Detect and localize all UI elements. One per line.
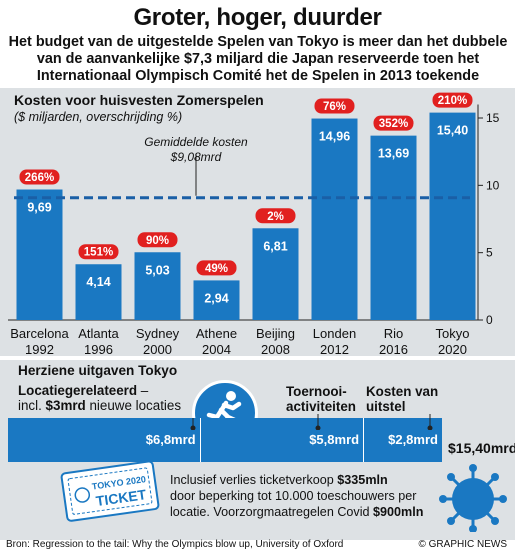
toernooi-line1: Toernooi- [286, 384, 347, 399]
note-line3-bold: $900mln [373, 505, 424, 519]
bar-value-label: 2,94 [204, 291, 228, 305]
overrun-badge [255, 208, 296, 224]
overrun-label: 210% [438, 95, 467, 107]
x-tick-year: 2000 [143, 342, 172, 357]
x-tick-year: 2008 [261, 342, 290, 357]
chart-subtitle: ($ miljarden, overschrijding %) [14, 110, 183, 124]
revised-heading: Herziene uitgaven Tokyo [18, 363, 178, 378]
x-tick-city: Sydney [136, 326, 180, 341]
x-tick-city: Londen [313, 326, 356, 341]
locatie-title: Locatiegerelateerd [18, 383, 138, 398]
overrun-label: 90% [146, 235, 169, 247]
overrun-badge [196, 260, 237, 276]
overrun-badge [137, 232, 178, 248]
overrun-label: 2% [267, 211, 284, 223]
toernooi-line2: activiteiten [286, 399, 356, 414]
ticket-word: TICKET [95, 486, 148, 509]
note-line1-pre: Inclusief verlies ticketverkoop [170, 473, 338, 487]
bar-value-label: 15,40 [437, 124, 468, 138]
overrun-label: 49% [205, 263, 228, 275]
bar-value-label: 9,69 [27, 201, 51, 215]
locatie-label: Locatiegerelateerd – incl. $3mrd nieuwe … [18, 383, 181, 413]
x-tick-year: 2004 [202, 342, 231, 357]
segment-value: $5,8mrd [309, 432, 360, 447]
bar [193, 280, 240, 320]
label-connectors [190, 414, 433, 430]
y-tick-label: 10 [486, 178, 500, 192]
overrun-badge [314, 98, 355, 114]
segment-divider [363, 418, 365, 462]
x-tick-year: 1996 [84, 342, 113, 357]
note-line1-bold: $335mln [337, 473, 388, 487]
toernooi-label: Toernooi- activiteiten [286, 384, 356, 414]
bar [311, 118, 358, 320]
page-title: Groter, hoger, duurder [133, 4, 382, 31]
bar [429, 112, 476, 320]
bar-value-label: 14,96 [319, 130, 350, 144]
locatie-rest: – [137, 383, 149, 398]
chart-title: Kosten voor huisvesten Zomerspelen [14, 92, 264, 108]
average-label-line2: $9,08mrd [170, 150, 222, 164]
overrun-label: 352% [379, 118, 408, 130]
locatie-line2-pre: incl. [18, 398, 46, 413]
average-label-line1: Gemiddelde kosten [144, 135, 248, 149]
x-tick-year: 2016 [379, 342, 408, 357]
segment-value: $6,8mrd [145, 432, 196, 447]
overrun-label: 151% [84, 247, 113, 259]
budget-segment: $6,8mrd [8, 418, 200, 462]
x-tick-city: Atlanta [78, 326, 119, 341]
bar-value-label: 5,03 [145, 263, 169, 277]
y-tick-label: 15 [486, 111, 500, 125]
note-line2: door beperking tot 10.000 toeschouwers p… [170, 489, 417, 503]
locatie-line2-bold: $3mrd [45, 398, 86, 413]
credit: © GRAPHIC NEWS [418, 539, 508, 550]
x-tick-year: 2012 [320, 342, 349, 357]
overrun-badge [19, 169, 60, 185]
uitstel-label: Kosten van uitstel [366, 384, 438, 414]
bar [252, 228, 299, 320]
uitstel-line2: uitstel [366, 399, 406, 414]
overrun-badge [432, 92, 473, 108]
x-tick-city: Tokyo [436, 326, 470, 341]
overrun-badge [373, 115, 414, 131]
x-tick-year: 2020 [438, 342, 467, 357]
bar-value-label: 6,81 [263, 239, 287, 253]
average-label: Gemiddelde kosten $9,08mrd [136, 135, 256, 165]
note-line3-pre: locatie. Voorzorgmaatregelen Covid [170, 505, 374, 519]
segment-value: $2,8mrd [388, 432, 438, 447]
overrun-label: 76% [323, 101, 346, 113]
overrun-badge [78, 244, 119, 260]
page-subtitle: Het budget van de uitgestelde Spelen van… [8, 34, 508, 84]
x-tick-city: Barcelona [10, 326, 69, 341]
bar [16, 189, 63, 320]
x-tick-city: Beijing [256, 326, 295, 341]
budget-segment: $2,8mrd [363, 418, 442, 462]
y-tick-label: 0 [486, 313, 493, 327]
source-note: Bron: Regression to the tail: Why the Ol… [6, 539, 344, 550]
segment-divider [199, 418, 201, 462]
x-tick-year: 1992 [25, 342, 54, 357]
ticket-icon: TOKYO 2020 TICKET [60, 460, 160, 522]
y-tick-label: 5 [486, 246, 493, 260]
x-tick-city: Athene [196, 326, 237, 341]
revised-note: Inclusief verlies ticketverkoop $335mln … [170, 472, 440, 520]
bar-value-label: 4,14 [86, 275, 110, 289]
virus-icon [439, 464, 507, 532]
locatie-line2-post: nieuwe locaties [85, 398, 182, 413]
x-tick-city: Rio [384, 326, 404, 341]
bar [134, 252, 181, 320]
bar [75, 264, 122, 320]
uitstel-line1: Kosten van [366, 384, 439, 399]
bar [370, 135, 417, 320]
total-value: $15,40mrd [448, 440, 515, 456]
overrun-label: 266% [25, 172, 54, 184]
bar-value-label: 13,69 [378, 147, 409, 161]
budget-bar: $6,8mrd $5,8mrd $2,8mrd [8, 418, 442, 462]
budget-segment: $5,8mrd [199, 418, 363, 462]
